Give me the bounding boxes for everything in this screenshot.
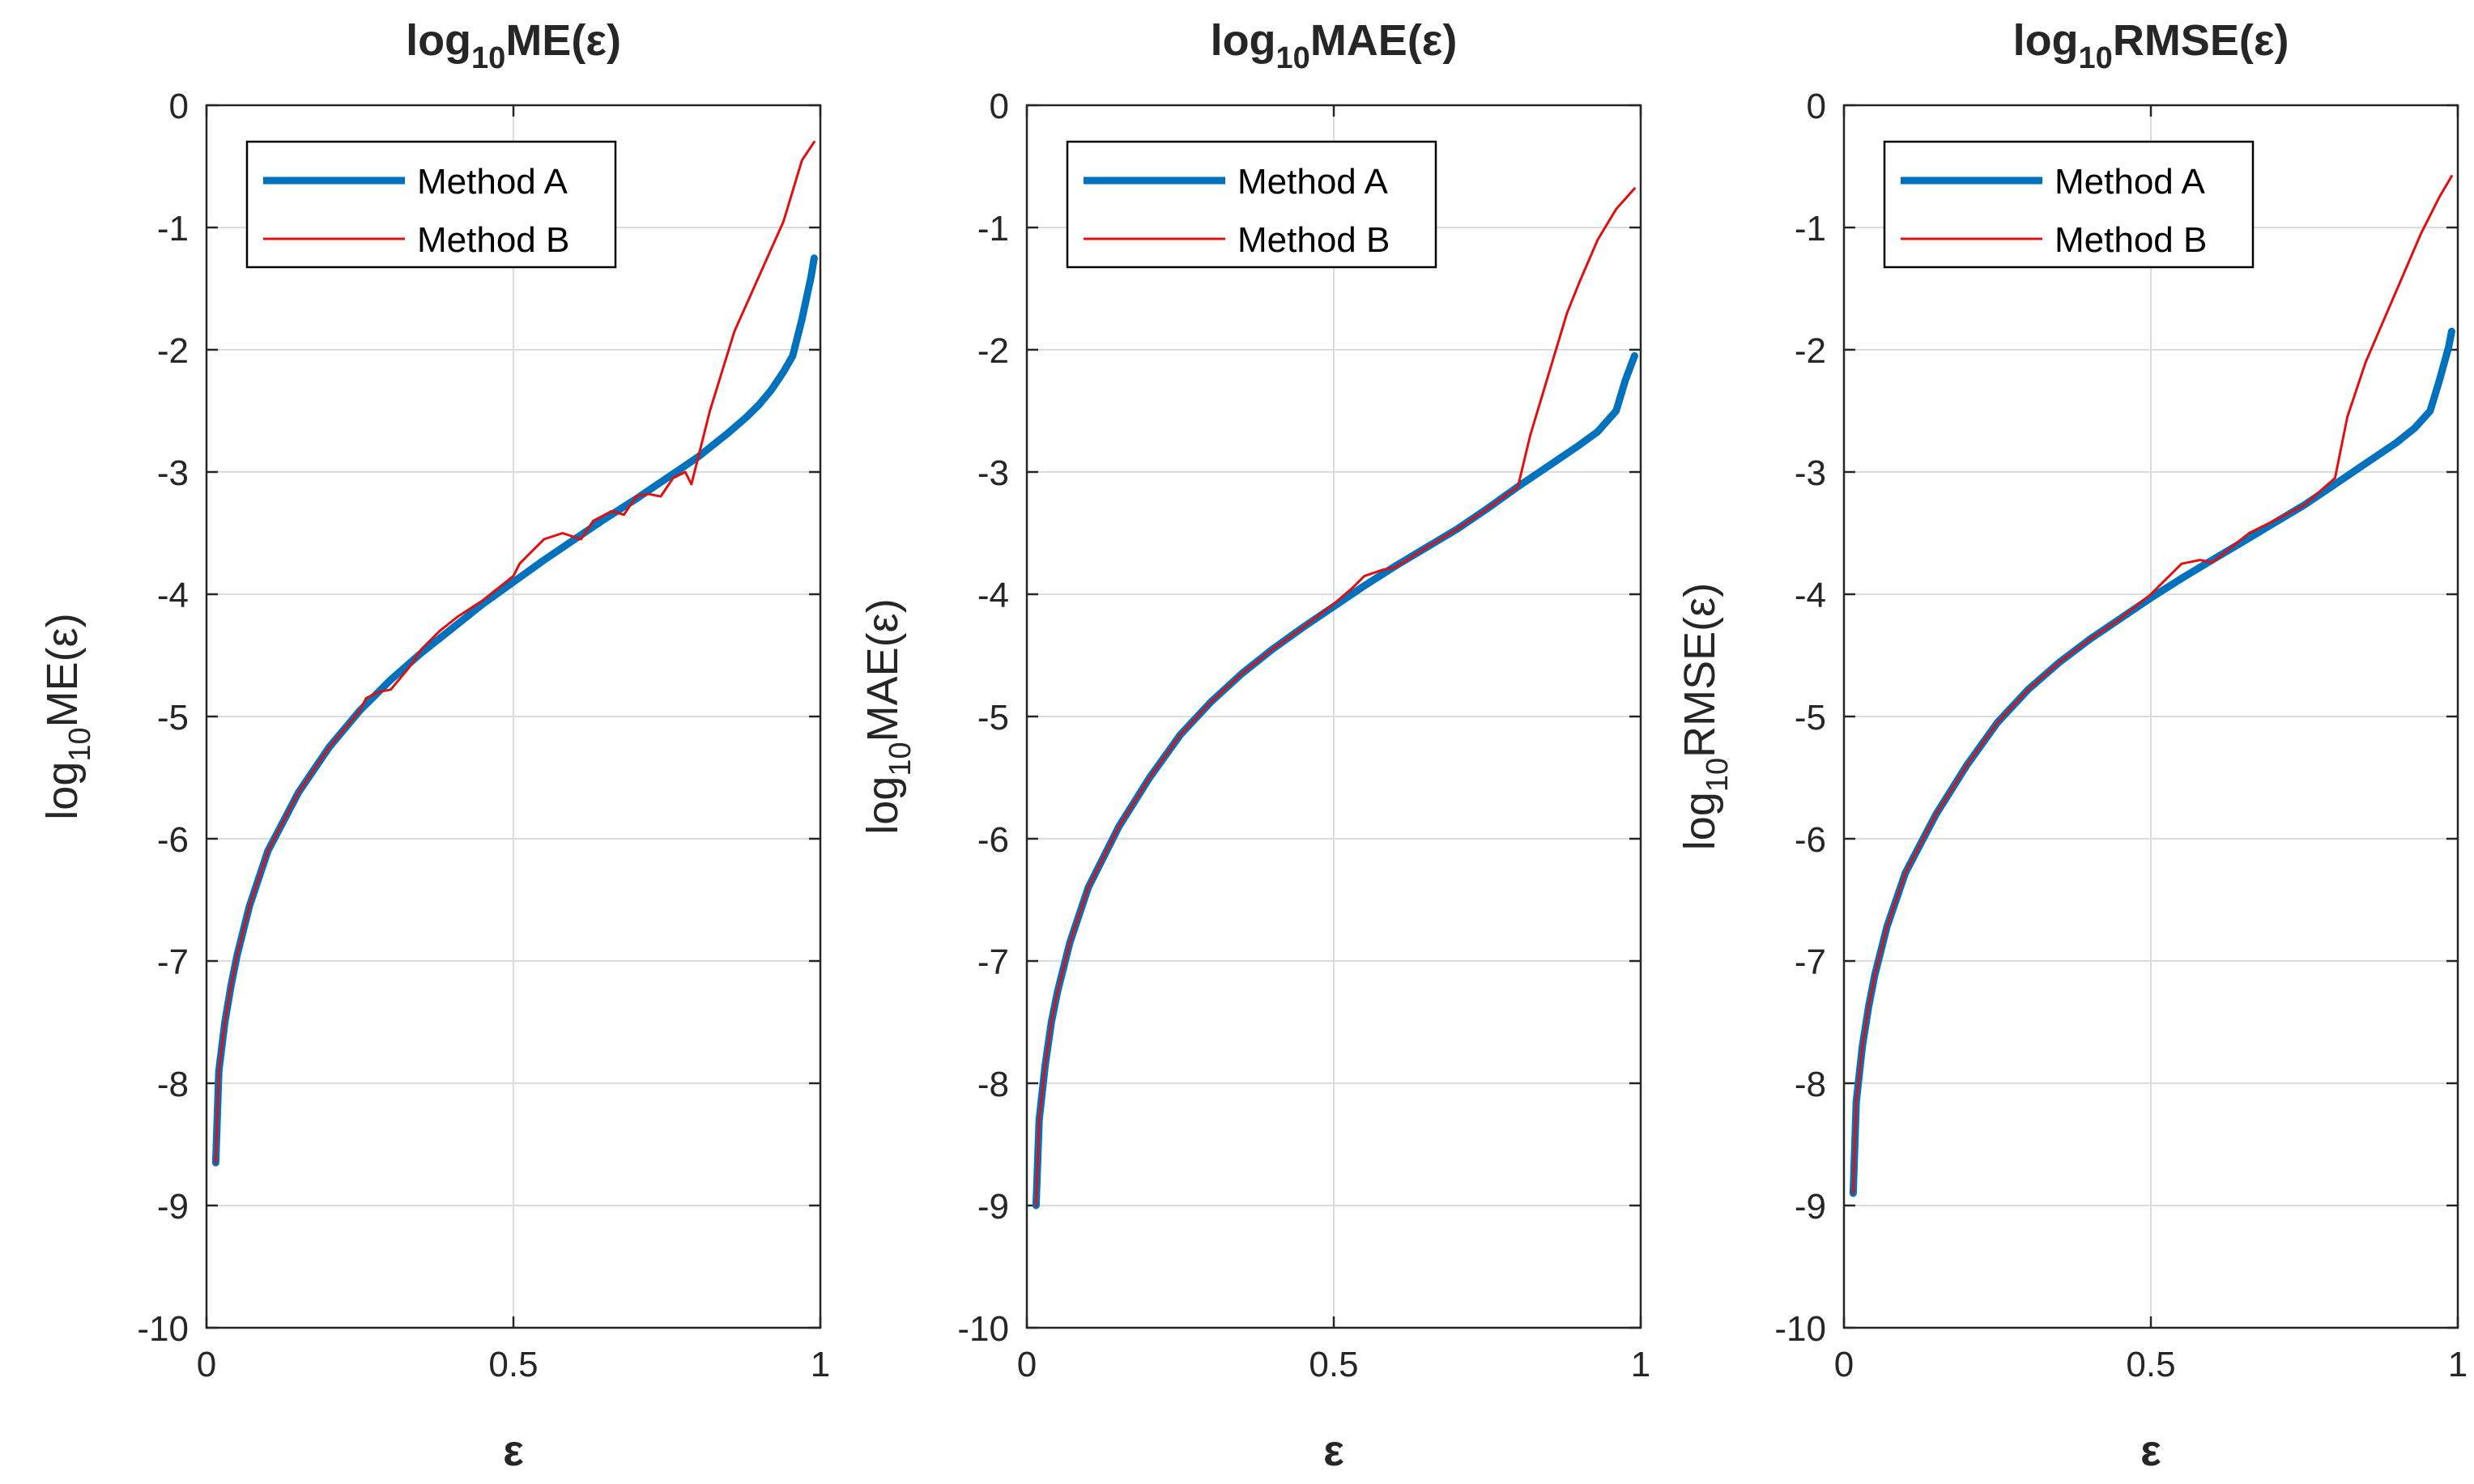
y-tick-label: -4 [977, 576, 1009, 615]
y-tick-label: 0 [1807, 87, 1826, 126]
title-subscript: 10 [471, 41, 505, 75]
title-subscript: 10 [1276, 41, 1310, 75]
series-line-method-b [1851, 175, 2453, 1195]
y-tick-label: -6 [1795, 820, 1826, 860]
x-axis-label: ε [503, 1427, 524, 1475]
y-axis-label: log10ME(ε) [38, 613, 97, 819]
legend-label: Method A [1237, 162, 1389, 202]
ylabel-measure: RMSE(ε) [1676, 583, 1724, 758]
y-tick-label: 0 [990, 87, 1009, 126]
x-tick-label: 1 [811, 1345, 830, 1384]
y-tick-label: 0 [169, 87, 189, 126]
y-tick-label: -9 [977, 1187, 1009, 1227]
title-log: log [1211, 16, 1276, 65]
y-tick-label: -4 [157, 576, 189, 615]
x-tick-label: 0.5 [2126, 1345, 2175, 1384]
axes-box [205, 104, 822, 1329]
ylabel-log: log [858, 776, 907, 835]
x-tick-label: 1 [2448, 1345, 2468, 1384]
y-tick-label: -1 [977, 209, 1009, 249]
y-tick-label: -9 [157, 1187, 189, 1227]
legend: Method A Method B [1066, 140, 1437, 269]
ylabel-measure: MAE(ε) [858, 598, 907, 742]
y-tick-label: -2 [977, 331, 1009, 371]
axes-box [1842, 104, 2459, 1329]
y-tick-label: -7 [977, 942, 1009, 982]
legend: Method A Method B [1883, 140, 2255, 269]
title-measure: RMSE(ε) [2113, 16, 2289, 65]
legend-box [1066, 140, 1437, 269]
legend-label: Method A [417, 162, 568, 202]
y-tick-label: -5 [157, 698, 189, 738]
legend-label: Method A [2055, 162, 2206, 202]
y-tick-label: -7 [1795, 942, 1826, 982]
y-tick-label: -10 [137, 1309, 189, 1349]
y-tick-label: -2 [157, 331, 189, 371]
ylabel-log: log [38, 762, 87, 820]
y-tick-label: -8 [157, 1065, 189, 1104]
chart-title: log10MAE(ε) [1211, 16, 1458, 75]
x-tick-label: 0.5 [488, 1345, 538, 1384]
y-tick-label: -8 [977, 1065, 1009, 1104]
y-axis-label: log10MAE(ε) [858, 598, 918, 834]
series-line-method-b [1034, 187, 1636, 1207]
series-line-method-b [214, 140, 815, 1164]
x-axis-label: ε [2140, 1427, 2161, 1475]
legend-label: Method B [1237, 220, 1390, 260]
y-tick-label: -4 [1795, 576, 1826, 615]
y-tick-label: -2 [1795, 331, 1826, 371]
title-measure: MAE(ε) [1310, 16, 1458, 65]
y-tick-label: -5 [1795, 698, 1826, 738]
x-tick-label: 0 [1017, 1345, 1037, 1384]
legend-box [1883, 140, 2255, 269]
title-measure: ME(ε) [505, 16, 621, 65]
x-tick-label: 0 [1834, 1345, 1854, 1384]
y-tick-label: -1 [1795, 209, 1826, 249]
legend-label: Method B [417, 220, 569, 260]
legend-label: Method B [2055, 220, 2207, 260]
title-log: log [406, 16, 471, 65]
y-tick-label: -5 [977, 698, 1009, 738]
y-tick-label: -3 [1795, 453, 1826, 493]
y-tick-label: -3 [157, 453, 189, 493]
x-tick-label: 0.5 [1309, 1345, 1358, 1384]
y-tick-label: -1 [157, 209, 189, 249]
x-tick-label: 0 [197, 1345, 216, 1384]
axes-box [1025, 104, 1642, 1329]
legend: Method A Method B [245, 140, 617, 269]
y-tick-label: -10 [1774, 1309, 1826, 1349]
ylabel-log: log [1676, 792, 1724, 850]
y-axis-label: log10RMSE(ε) [1676, 583, 1735, 850]
y-tick-label: -9 [1795, 1187, 1826, 1227]
title-subscript: 10 [2079, 41, 2113, 75]
ylabel-subscript: 10 [1701, 758, 1735, 792]
x-axis-label: ε [1323, 1427, 1344, 1475]
y-tick-label: -8 [1795, 1065, 1826, 1104]
ylabel-measure: ME(ε) [38, 613, 87, 727]
ylabel-subscript: 10 [884, 742, 918, 776]
chart-title: log10ME(ε) [406, 16, 621, 75]
title-log: log [2013, 16, 2079, 65]
y-tick-label: -3 [977, 453, 1009, 493]
y-tick-label: -6 [977, 820, 1009, 860]
x-tick-label: 1 [1631, 1345, 1650, 1384]
chart-title: log10RMSE(ε) [2013, 16, 2289, 75]
y-tick-label: -7 [157, 942, 189, 982]
y-tick-label: -6 [157, 820, 189, 860]
y-tick-label: -10 [957, 1309, 1009, 1349]
ylabel-subscript: 10 [63, 727, 97, 761]
legend-box [245, 140, 617, 269]
